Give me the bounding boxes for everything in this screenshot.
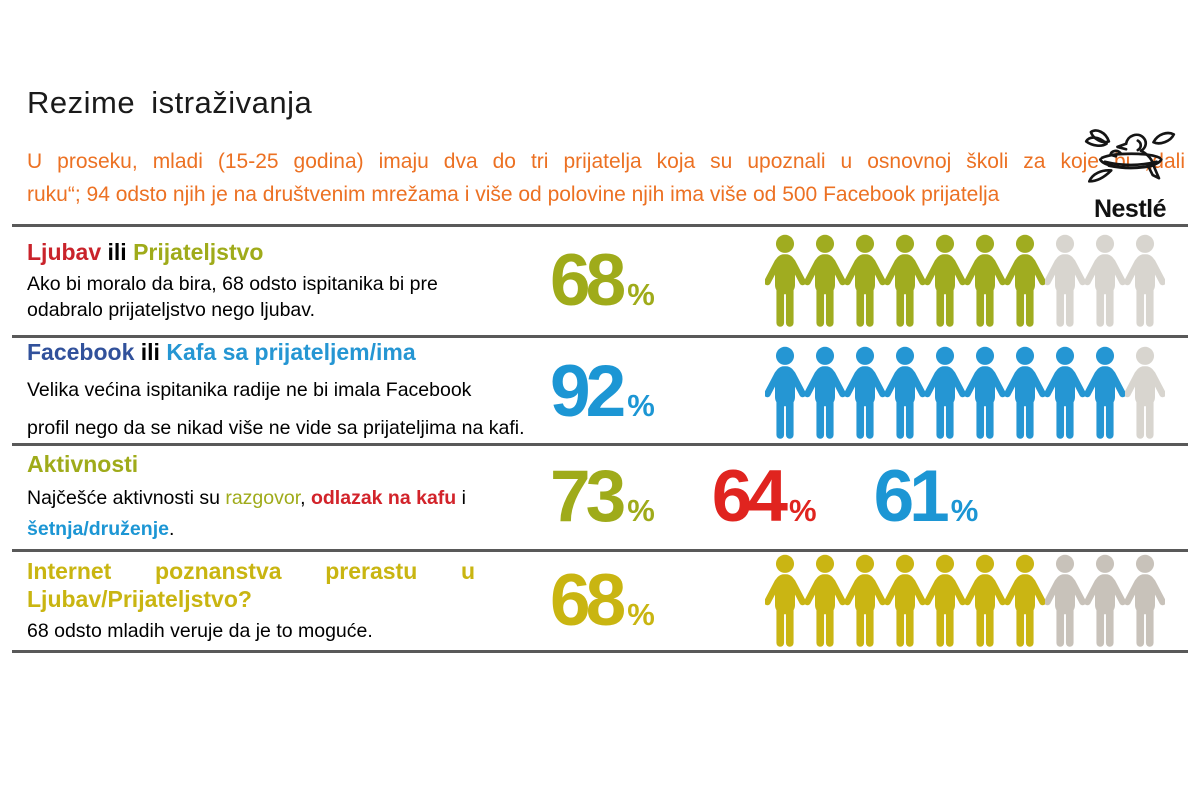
section-3-heading: Aktivnosti [27, 450, 550, 478]
person-icon [1044, 553, 1086, 648]
section-3-body: Najčešće aktivnosti su razgovor, odlazak… [27, 483, 550, 543]
heading-part: Facebook [27, 338, 135, 365]
body-line: odabralo prijateljstvo nego ljubav. [27, 299, 315, 322]
person-icon [1124, 553, 1166, 648]
body-segment-razgovor: razgovor [225, 487, 301, 510]
person-icon [764, 553, 806, 648]
stat-value: 61 [873, 456, 950, 538]
section-facebook-ili-kafa: Facebook ili Kafa sa prijateljem/ima Vel… [12, 338, 1188, 446]
person-icon [804, 233, 846, 328]
person-icon [1084, 233, 1126, 328]
person-icon [964, 233, 1006, 328]
section-4-text: Internet poznanstva prerastu u Ljubav/Pr… [27, 557, 550, 644]
heading-part: ili [101, 238, 134, 265]
nestle-wordmark: Nestlé [1093, 195, 1167, 223]
heading-part: Kafa sa prijateljem/ima [166, 338, 416, 365]
person-icon [884, 233, 926, 328]
person-icon [1084, 553, 1126, 648]
person-icon [964, 553, 1006, 648]
heading-part: ili [134, 338, 167, 365]
person-icon [964, 345, 1006, 440]
stat-73-percent: 73% [550, 456, 655, 538]
person-icon [884, 345, 926, 440]
body-segment: . [168, 517, 175, 540]
sections: Ljubav ili Prijateljstvo Ako bi moralo d… [12, 223, 1188, 653]
stat-value: 68 [550, 559, 626, 641]
stat-64-percent: 64% [711, 456, 817, 538]
heading-part: Aktivnosti [27, 451, 139, 478]
section-1-body: Ako bi moralo da bira, 68 odsto ispitani… [27, 271, 550, 324]
section-internet-poznanstva: Internet poznanstva prerastu u Ljubav/Pr… [12, 552, 1188, 653]
person-icon [844, 345, 886, 440]
percent-sign: % [627, 493, 655, 529]
person-icon [764, 345, 806, 440]
percent-sign: % [788, 493, 817, 529]
body-segment: , [300, 487, 311, 510]
heading-part: Internet poznanstva prerastu u Ljubav/Pr… [27, 557, 475, 612]
body-segment: i [456, 487, 466, 510]
stat-value: 68 [550, 239, 626, 321]
percent-sign: % [627, 276, 655, 312]
person-icon [764, 233, 806, 328]
section-aktivnosti: Aktivnosti Najčešće aktivnosti su razgov… [12, 446, 1188, 552]
percent-sign: % [950, 493, 979, 529]
heading-part: Prijateljstvo [133, 238, 264, 265]
body-segment-odlazak-na-kafu: odlazak na kafu [310, 487, 457, 510]
person-icon [1044, 345, 1086, 440]
person-icon [884, 553, 926, 648]
activity-stats: 73% 64% 61% [550, 456, 1188, 538]
person-icon [804, 553, 846, 648]
body-line: Velika većina ispitanika radije ne bi im… [27, 378, 472, 401]
stat-value: 73 [550, 456, 626, 538]
page-title: Rezime istraživanja [27, 85, 313, 120]
percent-sign: % [627, 596, 655, 632]
people-pictograph [764, 233, 1188, 328]
body-line: šetnja/druženje. [27, 514, 550, 544]
section-2-heading: Facebook ili Kafa sa prijateljem/ima [27, 338, 550, 366]
body-line: Najčešće aktivnosti su razgovor, odlazak… [27, 483, 550, 513]
intro-paragraph: U proseku, mladi (15-25 godina) imaju dv… [27, 146, 1185, 212]
person-icon [924, 233, 966, 328]
body-line: Ako bi moralo da bira, 68 odsto ispitani… [27, 272, 438, 295]
people-pictograph [764, 553, 1188, 648]
person-icon [1004, 345, 1046, 440]
person-icon [1124, 233, 1166, 328]
people-pictograph [764, 345, 1188, 440]
section-1-text: Ljubav ili Prijateljstvo Ako bi moralo d… [27, 238, 550, 324]
person-icon [1084, 345, 1126, 440]
body-line: profil nego da se nikad više ne vide sa … [27, 416, 525, 439]
person-icon [924, 345, 966, 440]
heading-part: Ljubav [27, 238, 102, 265]
section-ljubav-ili-prijateljstvo: Ljubav ili Prijateljstvo Ako bi moralo d… [12, 227, 1188, 338]
intro-line1: U proseku, mladi (15-25 godina) imaju dv… [27, 150, 1185, 173]
person-icon [844, 553, 886, 648]
person-icon [924, 553, 966, 648]
stat-68-percent-internet: 68% [550, 559, 765, 641]
body-line: 68 odsto mladih veruje da je to moguće. [27, 619, 373, 642]
stat-61-percent: 61% [873, 456, 979, 538]
person-icon [844, 233, 886, 328]
nestle-bird-nest-icon [1084, 129, 1176, 183]
nestle-logo: Nestlé [1080, 125, 1180, 224]
stat-value: 92 [550, 351, 626, 433]
stat-92-percent: 92% [550, 351, 765, 433]
section-2-text: Facebook ili Kafa sa prijateljem/ima Vel… [27, 338, 550, 447]
body-segment: Najčešće aktivnosti su [27, 487, 226, 510]
person-icon [1044, 233, 1086, 328]
section-2-body: Velika većina ispitanika radije ne bi im… [27, 371, 550, 447]
section-4-body: 68 odsto mladih veruje da je to moguće. [27, 618, 550, 644]
section-4-heading: Internet poznanstva prerastu u Ljubav/Pr… [27, 557, 475, 613]
stat-68-percent: 68% [550, 239, 765, 321]
percent-sign: % [627, 388, 655, 424]
person-icon [1004, 553, 1046, 648]
person-icon [1004, 233, 1046, 328]
stat-value: 64 [711, 456, 788, 538]
section-3-text: Aktivnosti Najčešće aktivnosti su razgov… [27, 450, 550, 543]
intro-line2: ruku“; 94 odsto njih je na društvenim mr… [27, 182, 1000, 206]
section-1-heading: Ljubav ili Prijateljstvo [27, 238, 550, 266]
body-segment-setnja-druzenje: šetnja/druženje [27, 517, 169, 540]
person-icon [804, 345, 846, 440]
person-icon [1124, 345, 1166, 440]
